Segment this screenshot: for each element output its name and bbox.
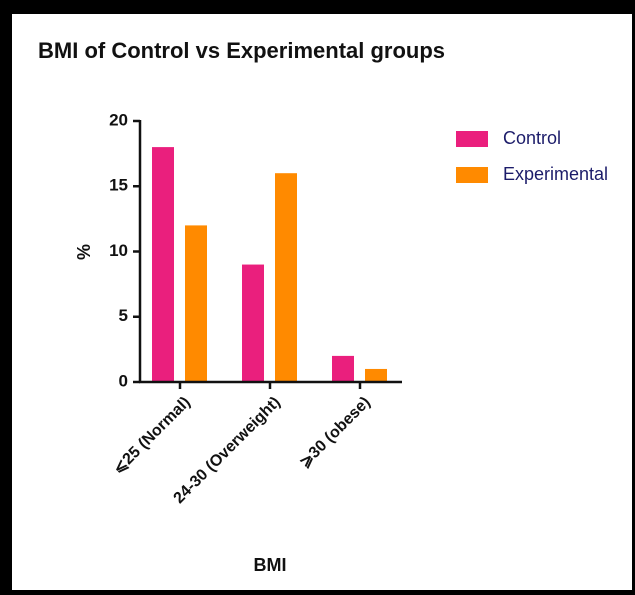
bar: [185, 225, 207, 382]
chart-title: BMI of Control vs Experimental groups: [38, 38, 445, 63]
legend-label: Experimental: [503, 164, 608, 184]
bar: [242, 264, 264, 382]
legend-swatch: [456, 131, 488, 147]
bar: [152, 147, 174, 382]
y-tick-label: 5: [119, 306, 128, 325]
legend-swatch: [456, 167, 488, 183]
bar: [365, 368, 387, 382]
y-tick-label: 15: [109, 176, 128, 195]
y-tick-label: 20: [109, 110, 128, 129]
y-tick-label: 0: [119, 371, 128, 390]
x-axis-label: BMI: [254, 555, 287, 575]
legend-label: Control: [503, 128, 561, 148]
bar: [275, 173, 297, 382]
background: [12, 14, 632, 590]
bar: [332, 355, 354, 382]
y-axis-label: %: [74, 244, 94, 260]
y-tick-label: 10: [109, 241, 128, 260]
